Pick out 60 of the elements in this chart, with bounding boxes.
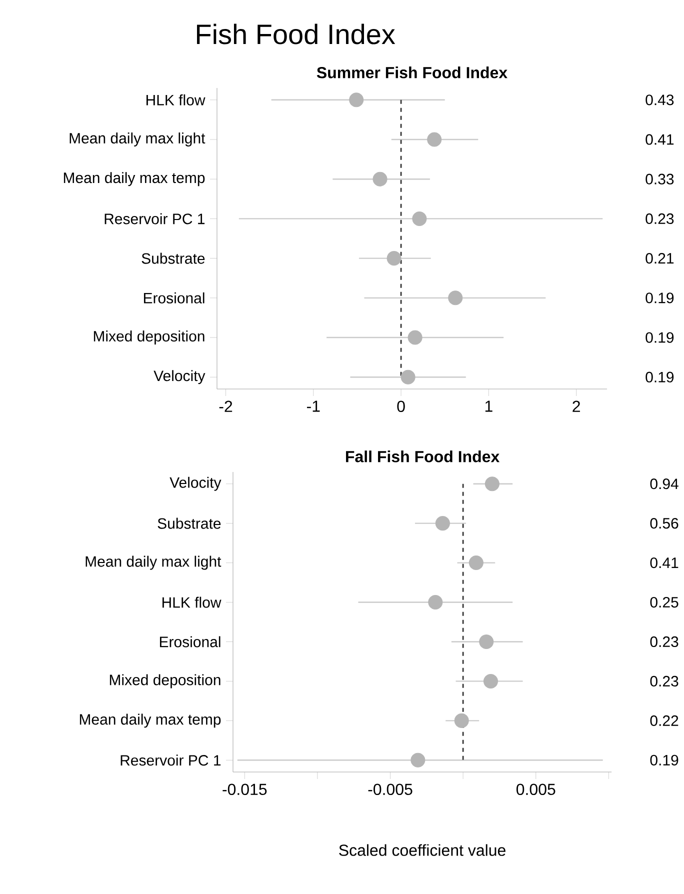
y-tick-label: HLK flow (146, 94, 206, 106)
y2-tick-label: 0.94 (650, 478, 678, 490)
y-tick-label: Erosional (160, 636, 220, 648)
y-tick-label: Mean daily max light (86, 556, 222, 570)
y-tick-label: Erosional (144, 292, 204, 304)
y2-tick-label: 0.56 (650, 518, 678, 529)
x-tick-label: -1 (307, 400, 320, 412)
y2-tick-label: 0.19 (646, 332, 674, 343)
x-tick-label: 0 (397, 400, 405, 412)
y-tick-label: Mean daily max temp (64, 172, 205, 186)
y2-tick-label: 0.23 (650, 636, 678, 648)
y-tick-label: Reservoir PC 1 (104, 213, 205, 224)
point (427, 132, 442, 147)
x-tick-label: 0.005 (516, 784, 556, 796)
y2-tick-label: 0.19 (646, 372, 674, 382)
y2-tick-label: 0.33 (646, 174, 674, 184)
point (454, 713, 469, 728)
chart-subtitle: Summer Fish Food Index (316, 66, 508, 78)
point (435, 516, 450, 531)
y2-tick-label: 0.41 (646, 134, 674, 145)
point (408, 330, 422, 345)
point (400, 370, 416, 384)
y2-tick-label: 0.25 (650, 596, 678, 608)
point (412, 211, 427, 226)
y-tick-label: Mixed deposition (110, 674, 220, 688)
y-tick-label: Velocity (154, 370, 206, 384)
point (484, 476, 500, 492)
y-tick-label: HLK flow (162, 596, 222, 608)
y-tick-label: Reservoir PC 1 (120, 754, 221, 766)
y-tick-label: Substrate (158, 518, 221, 529)
y-tick-label: Velocity (170, 476, 222, 491)
point (372, 172, 388, 186)
y2-tick-label: 0.21 (646, 252, 674, 264)
y2-tick-label: 0.22 (650, 715, 678, 726)
y-tick-label: Mean daily max light (70, 132, 206, 146)
x-tick-label: 1 (485, 400, 492, 412)
point (349, 92, 364, 108)
y-tick-label: Substrate (142, 252, 205, 264)
y-tick-label: Mean daily max temp (80, 714, 221, 728)
y-tick-label: Mixed deposition (94, 330, 204, 345)
y2-tick-label: 0.23 (646, 213, 674, 224)
point (428, 594, 443, 610)
y2-tick-label: 0.19 (650, 754, 678, 766)
point (448, 290, 463, 306)
chart-title: Fall Fish Food Index (346, 450, 500, 462)
point (468, 556, 484, 570)
point (483, 674, 498, 688)
x-tick-label: -0.015 (222, 784, 267, 796)
y2-tick-label: 0.43 (646, 94, 674, 106)
chart-title: Fish Food Index (197, 24, 396, 44)
y2-tick-label: 0.19 (646, 292, 674, 304)
y2-tick-label: 0.23 (650, 676, 678, 687)
point (479, 634, 494, 650)
x-axis-title: Scaled coefficient value (339, 844, 506, 856)
x-tick-label: 2 (572, 400, 580, 412)
x-tick-label: -0.005 (368, 784, 412, 796)
point (386, 251, 402, 266)
x-tick-label: -2 (219, 400, 232, 412)
y2-tick-label: 0.41 (650, 557, 678, 568)
point (410, 752, 426, 768)
